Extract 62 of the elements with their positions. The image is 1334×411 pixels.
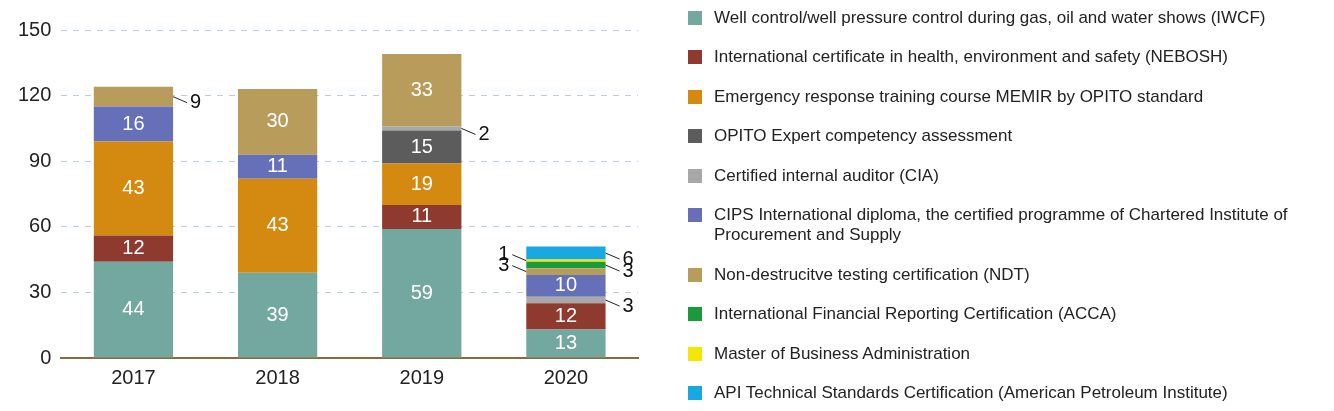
- legend-label: International Financial Reporting Certification (ACCA): [714, 304, 1117, 325]
- legend-label: Emergency response training course MEMIR by OPITO standard: [714, 86, 1204, 107]
- y-tick-label: 60: [29, 214, 52, 237]
- bar: [382, 126, 462, 131]
- data-label: 43: [122, 176, 145, 199]
- bar: [237, 154, 318, 179]
- data-label: 39: [266, 302, 289, 325]
- bar: [93, 235, 174, 262]
- data-label: 13: [554, 331, 578, 354]
- bar: [526, 246, 606, 260]
- legend-label: Non-destrucitve testing certification (NDT): [714, 264, 1030, 285]
- legend-label: Well control/well pressure control during gas, oil and water shows (IWCF): [714, 8, 1266, 28]
- bar: [526, 303, 606, 330]
- data-label: 3: [622, 293, 634, 316]
- bar: [526, 296, 606, 304]
- legend-label: API Technical Standards Certification (American Petroleum Institute): [714, 382, 1228, 403]
- bar: [382, 228, 462, 358]
- data-label: 2: [478, 121, 490, 144]
- data-label: 33: [410, 77, 433, 100]
- legend-label: International certificate in health, environment and safety (NEBOSH): [714, 47, 1229, 68]
- y-tick-label: 0: [40, 345, 52, 368]
- bar: [382, 204, 462, 229]
- legend-label: Master of Business Administration: [714, 343, 971, 364]
- data-label: 30: [266, 109, 289, 132]
- y-tick-label: 90: [29, 148, 52, 171]
- bar: [382, 130, 462, 164]
- data-label: 59: [410, 280, 433, 303]
- bar: [237, 272, 318, 358]
- data-label: 43: [266, 213, 289, 236]
- data-label: 12: [122, 236, 145, 259]
- x-tick-label: 2019: [399, 365, 445, 388]
- data-label: 15: [410, 134, 433, 157]
- x-tick-label: 2017: [111, 365, 156, 388]
- bar: [526, 329, 606, 358]
- data-label: 44: [122, 297, 145, 320]
- legend-label: OPITO Expert competency assessment: [714, 126, 1013, 147]
- bar: [526, 261, 606, 269]
- data-label: 12: [554, 303, 578, 326]
- bar: [526, 274, 606, 297]
- data-label: 10: [554, 273, 578, 296]
- y-tick-label: 30: [29, 279, 52, 302]
- x-tick-label: 2018: [255, 365, 300, 388]
- y-tick-label: 150: [17, 17, 52, 40]
- data-label: 9: [190, 90, 202, 113]
- bar: [526, 259, 606, 262]
- data-label: 16: [122, 111, 145, 134]
- bar: [237, 178, 318, 273]
- legend-label: Certified internal auditor (CIA): [714, 165, 939, 186]
- bar: [237, 89, 318, 155]
- bar: [382, 54, 462, 127]
- data-label: 19: [410, 171, 433, 194]
- bar: [93, 261, 174, 358]
- data-label: 11: [267, 154, 288, 177]
- bar: [93, 141, 174, 236]
- bar: [382, 163, 462, 205]
- y-tick-label: 120: [17, 83, 52, 106]
- data-label: 11: [411, 204, 433, 227]
- legend-label: CIPS International diploma, the certified programme of Chartered Institute of Procurement and Supply: [714, 205, 1288, 246]
- bar: [93, 106, 174, 142]
- x-tick-label: 2020: [543, 365, 589, 388]
- bar: [93, 86, 174, 107]
- bar: [526, 268, 606, 275]
